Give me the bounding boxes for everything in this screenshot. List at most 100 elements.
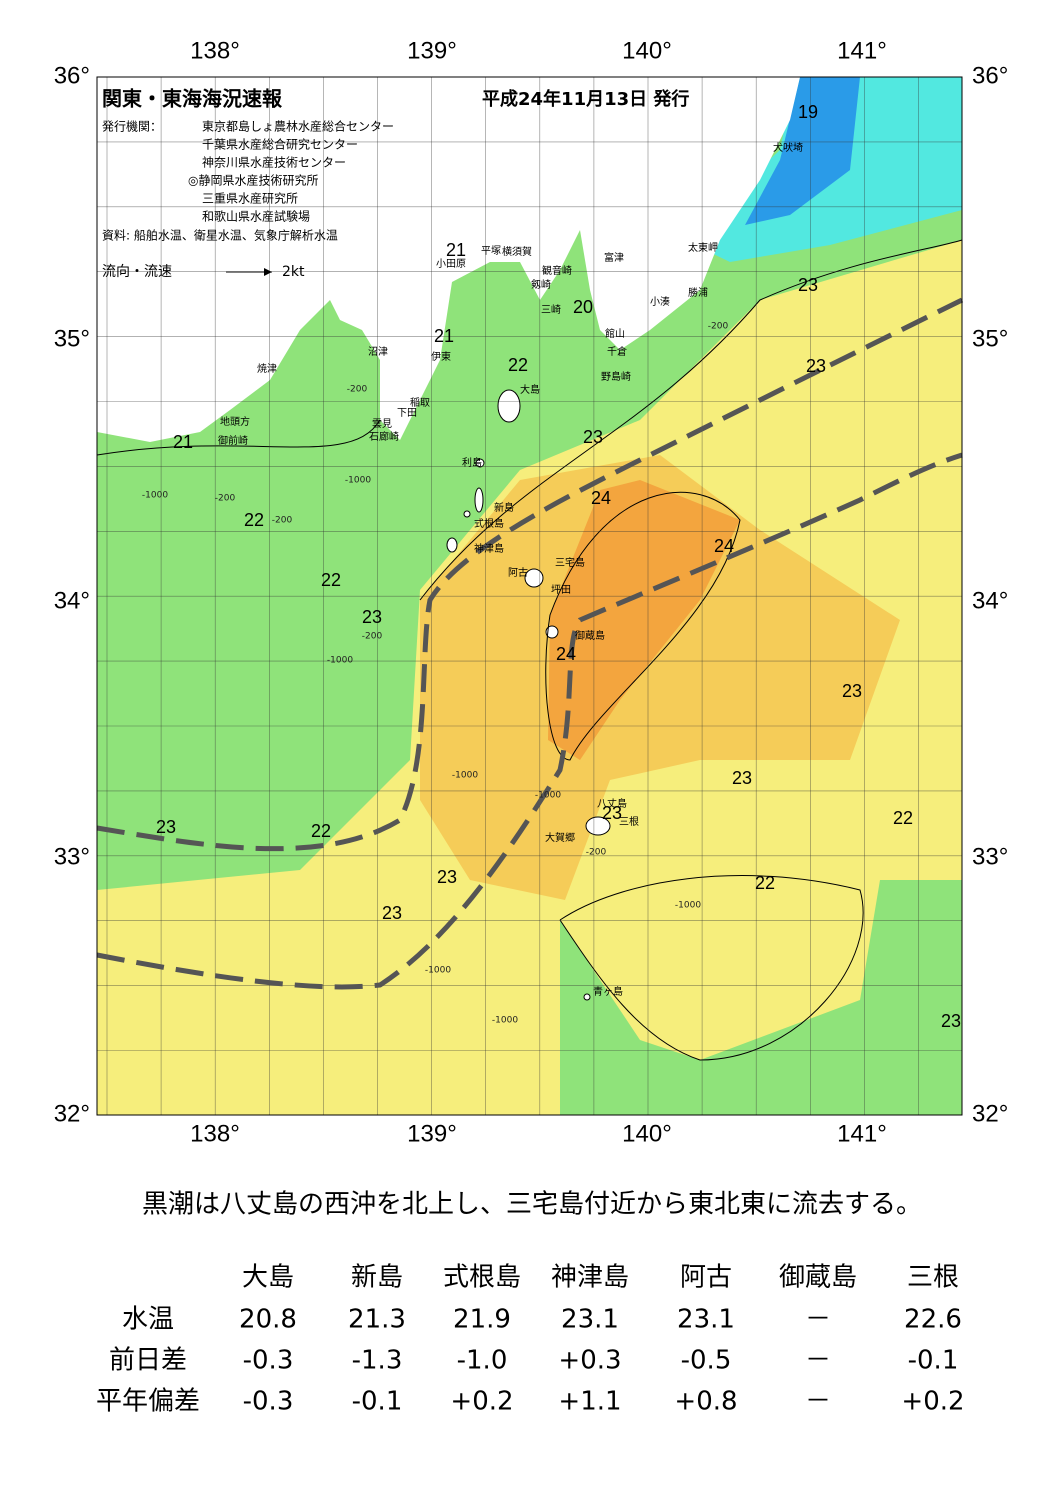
title: 関東・東海海況速報 — [102, 87, 283, 111]
cell: － — [805, 1346, 831, 1376]
depth-label: -1000 — [492, 1016, 518, 1026]
cell: +0.3 — [558, 1346, 621, 1376]
place-name: 大賀郷 — [545, 831, 575, 844]
column-header: 式根島 — [443, 1263, 521, 1293]
cell: － — [805, 1387, 831, 1417]
cell: +0.8 — [674, 1387, 737, 1417]
place-name: 雲見 — [372, 418, 392, 430]
row-label: 平年偏差 — [96, 1387, 200, 1417]
place-name: 地頭方 — [220, 415, 250, 428]
cell: -0.3 — [243, 1387, 294, 1417]
cell: － — [805, 1305, 831, 1335]
isotherm-label: 23 — [798, 275, 818, 295]
cell: -1.0 — [457, 1346, 508, 1376]
place-name: 三崎 — [541, 303, 561, 316]
lat-label: 36° — [972, 62, 1008, 89]
land — [97, 77, 800, 442]
place-name: 御蔵島 — [575, 629, 605, 642]
lat-label: 35° — [54, 325, 90, 352]
column-header: 阿古 — [680, 1263, 732, 1293]
isotherm-label: 24 — [556, 644, 576, 664]
cell: +0.2 — [450, 1387, 513, 1417]
isotherm-label: 22 — [244, 510, 264, 530]
cell: -0.1 — [352, 1387, 403, 1417]
place-name: 三根 — [619, 815, 639, 828]
isotherm-label: 21 — [434, 326, 454, 346]
depth-label: -200 — [347, 385, 368, 395]
place-name: 石廊崎 — [369, 430, 399, 443]
issuer: 千葉県水産総合研究センター — [202, 137, 358, 152]
lon-label: 140° — [622, 37, 672, 64]
place-name: 坪田 — [551, 583, 571, 596]
kuroshio-axis — [96, 297, 964, 990]
isotherm-label: 21 — [446, 240, 466, 260]
depth-label: -200 — [586, 848, 607, 858]
lon-label: 141° — [837, 37, 887, 64]
depth-label: -1000 — [345, 476, 371, 486]
place-name: 下田 — [397, 408, 417, 419]
place-name: 伊東 — [431, 350, 451, 363]
column-header: 大島 — [242, 1263, 294, 1293]
depth-label: -200 — [215, 494, 236, 504]
depth-label: -200 — [708, 322, 729, 332]
isotherm-label: 22 — [755, 873, 775, 893]
isotherm-label: 22 — [311, 821, 331, 841]
lon-label: 138° — [190, 37, 240, 64]
isotherm-label: 19 — [798, 102, 818, 122]
colder-area — [745, 77, 860, 225]
lon-label: 140° — [622, 1120, 672, 1147]
isotherm-label: 23 — [362, 607, 382, 627]
cell: 21.9 — [453, 1305, 511, 1335]
isotherm-label: 21 — [173, 432, 193, 452]
lon-label: 139° — [407, 37, 457, 64]
cell: +0.2 — [901, 1387, 964, 1417]
isotherm-label: 22 — [893, 808, 913, 828]
cell: 21.3 — [348, 1305, 406, 1335]
depth-label: -1000 — [675, 901, 701, 911]
map — [96, 76, 964, 1116]
column-header: 御蔵島 — [779, 1263, 857, 1293]
cell: +1.1 — [558, 1387, 621, 1417]
isotherm-label: 23 — [602, 803, 622, 823]
lon-label: 138° — [190, 1120, 240, 1147]
cell: 23.1 — [561, 1305, 619, 1335]
place-name: 小田原 — [436, 258, 466, 270]
isotherms — [96, 239, 963, 1061]
column-header: 三根 — [907, 1263, 959, 1293]
place-name: 大島 — [520, 383, 540, 396]
depth-label: -1000 — [452, 771, 478, 781]
isotherm-label: 23 — [382, 903, 402, 923]
issuer: 東京都島しょ農林水産総合センター — [202, 119, 394, 134]
place-name: 平塚 — [481, 245, 501, 257]
depth-label: -1000 — [535, 791, 561, 801]
isotherm-label: 23 — [583, 427, 603, 447]
graticule — [97, 76, 962, 1115]
place-name: 焼津 — [257, 363, 277, 375]
cell: -1.3 — [352, 1346, 403, 1376]
issuer-label: 発行機関： — [102, 119, 162, 134]
place-name: 千倉 — [607, 345, 627, 358]
date: 平成24年11月13日 発行 — [482, 88, 689, 110]
isotherm-label: 22 — [321, 570, 341, 590]
place-name: 剱崎 — [531, 278, 551, 291]
place-name: 八丈島 — [597, 797, 627, 810]
lat-label: 33° — [972, 843, 1008, 870]
isotherm-label: 24 — [714, 536, 734, 556]
depth-label: -200 — [272, 516, 293, 526]
depth-label: -1000 — [327, 656, 353, 666]
cell: -0.3 — [243, 1346, 294, 1376]
row-label: 水温 — [122, 1305, 174, 1335]
cell: -0.1 — [908, 1346, 959, 1376]
place-name: 稲取 — [410, 397, 430, 409]
issuer: 神奈川県水産技術センター — [202, 155, 346, 170]
issuer: 三重県水産研究所 — [202, 191, 298, 206]
place-name: 野島崎 — [601, 370, 631, 383]
place-name: 青ヶ島 — [593, 985, 623, 998]
isotherm-label: 23 — [806, 356, 826, 376]
issuer: 和歌山県水産試験場 — [202, 209, 310, 224]
place-name: 勝浦 — [688, 286, 708, 299]
map-frame — [96, 76, 963, 1116]
place-name: 式根島 — [474, 517, 504, 530]
lat-label: 33° — [54, 843, 90, 870]
